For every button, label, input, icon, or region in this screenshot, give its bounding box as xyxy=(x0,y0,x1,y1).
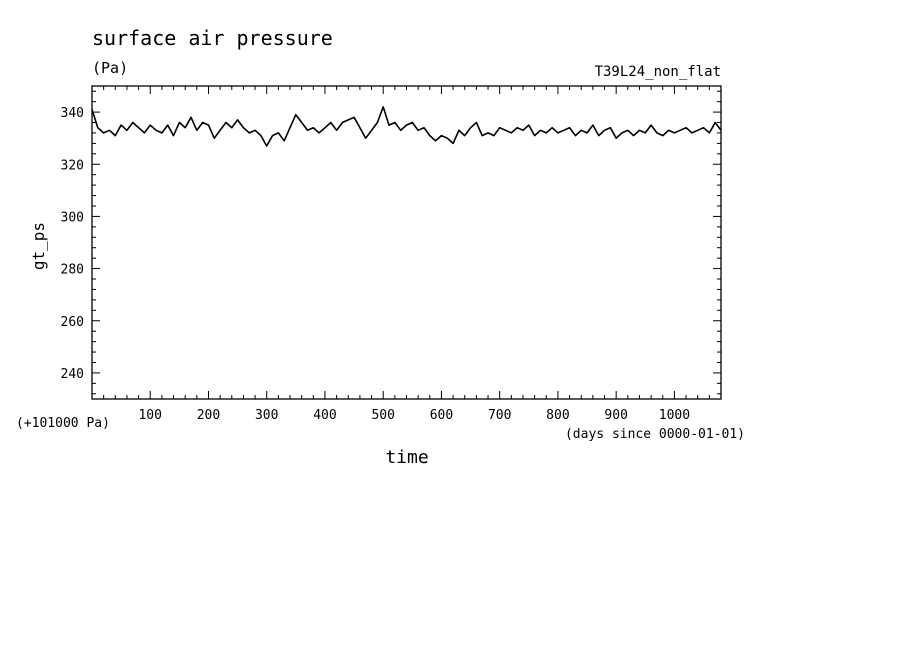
plot-frame xyxy=(91,85,722,400)
x-tick-label: 700 xyxy=(488,408,511,423)
y-tick-label: 280 xyxy=(61,263,84,278)
x-tick-label: 400 xyxy=(313,408,336,423)
x-units-label: (days since 0000-01-01) xyxy=(565,427,745,442)
x-tick-label: 1000 xyxy=(659,408,690,423)
x-tick-label: 500 xyxy=(371,408,394,423)
chart-title: surface air pressure xyxy=(92,26,333,50)
x-axis-label: time xyxy=(385,447,428,468)
tick-labels: 100 200 300 400 500 600 700 800 900 1000 240 260 280… xyxy=(61,106,691,423)
y-tick-label: 240 xyxy=(61,367,84,382)
x-tick-label: 100 xyxy=(138,408,161,423)
y-tick-label: 340 xyxy=(61,106,84,121)
experiment-label: T39L24_non_flat xyxy=(595,64,721,80)
y-tick-label: 300 xyxy=(61,210,84,225)
x-tick-label: 600 xyxy=(430,408,453,423)
y-offset-label: (+101000 Pa) xyxy=(16,416,110,431)
x-tick-label: 800 xyxy=(546,408,569,423)
y-tick-label: 260 xyxy=(61,315,84,330)
series-line xyxy=(91,106,722,147)
axis-ticks xyxy=(92,86,721,399)
x-tick-label: 300 xyxy=(255,408,278,423)
x-tick-label: 900 xyxy=(604,408,627,423)
units-label: (Pa) xyxy=(92,59,128,77)
x-tick-label: 200 xyxy=(197,408,220,423)
y-tick-label: 320 xyxy=(61,158,84,173)
y-axis-label: gt_ps xyxy=(29,222,48,270)
